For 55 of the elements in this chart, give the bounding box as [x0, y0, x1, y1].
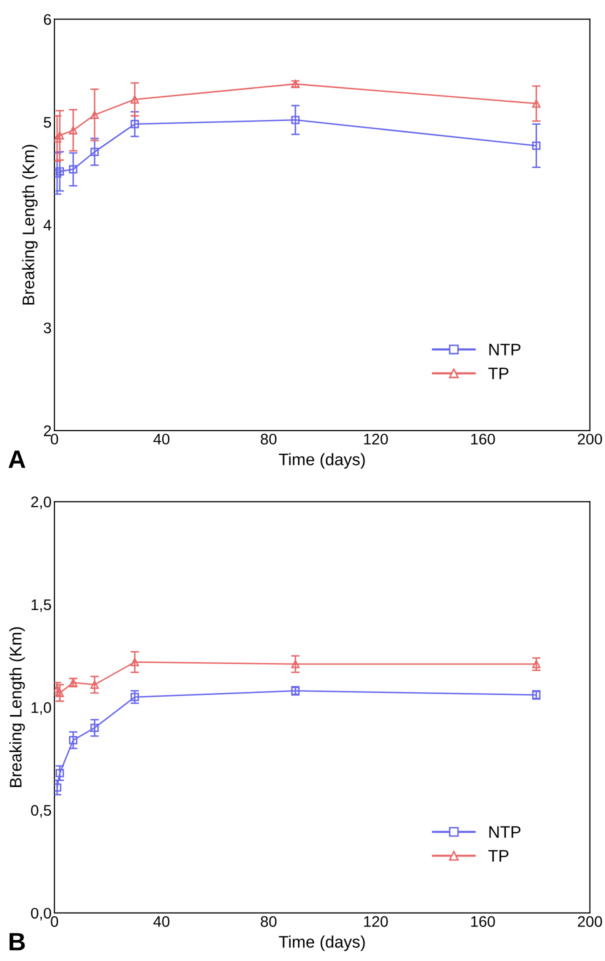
x-tick-label: 80 — [260, 916, 277, 927]
point — [90, 148, 99, 156]
x-tick-label: 120 — [364, 434, 388, 445]
y-tick-label: 4 — [44, 220, 52, 230]
point — [90, 680, 99, 689]
point — [54, 783, 62, 792]
point — [90, 724, 99, 732]
x-tick-label: 160 — [471, 916, 495, 927]
point — [56, 688, 64, 698]
point — [56, 768, 64, 778]
point — [54, 134, 62, 143]
legend-label: TP — [488, 368, 508, 380]
x-tick-label: 160 — [471, 434, 495, 445]
y-tick-label: 6 — [44, 14, 51, 25]
point — [56, 131, 64, 140]
y-tick-label: 2 — [44, 425, 51, 436]
x-tick-label: 40 — [153, 916, 170, 927]
legend-label: TP — [488, 850, 508, 862]
text: A — [8, 450, 26, 468]
y-tick-label: 0,5 — [31, 804, 52, 818]
legend-label: NTP — [489, 826, 520, 838]
x-axis-title: Time (days) — [278, 936, 365, 952]
x-tick-label: 0 — [50, 434, 58, 445]
point — [130, 692, 139, 702]
point — [56, 167, 64, 176]
x-tick-label: 120 — [364, 916, 388, 927]
point — [69, 165, 78, 174]
x-tick-label: 200 — [578, 916, 602, 927]
y-axis-title: Breaking Length (Km) — [22, 144, 38, 305]
y-tick-label: 3 — [44, 322, 51, 334]
y-tick-label: 1,0 — [32, 702, 52, 715]
point — [291, 660, 300, 668]
point — [130, 120, 139, 128]
x-tick-label: 200 — [578, 434, 602, 445]
text: B — [10, 933, 25, 950]
x-tick-label: 0 — [50, 916, 58, 927]
point — [130, 658, 139, 666]
point — [532, 99, 540, 108]
y-tick-label: 2,0 — [31, 496, 52, 510]
y-tick-label: 5 — [44, 117, 52, 128]
y-tick-label: 0,0 — [31, 908, 52, 920]
point — [90, 110, 99, 120]
y-tick-label: 1,5 — [32, 599, 52, 612]
point — [69, 736, 78, 744]
point — [69, 126, 78, 134]
point — [130, 95, 139, 104]
point — [532, 660, 540, 668]
legend-label: NTP — [489, 344, 520, 356]
point — [54, 169, 62, 178]
point — [291, 116, 300, 124]
x-axis-title: Time (days) — [278, 453, 365, 469]
x-tick-label: 40 — [153, 434, 170, 445]
point — [532, 142, 540, 150]
y-axis-title: Breaking Length (Km) — [9, 627, 25, 787]
x-tick-label: 80 — [260, 434, 277, 445]
